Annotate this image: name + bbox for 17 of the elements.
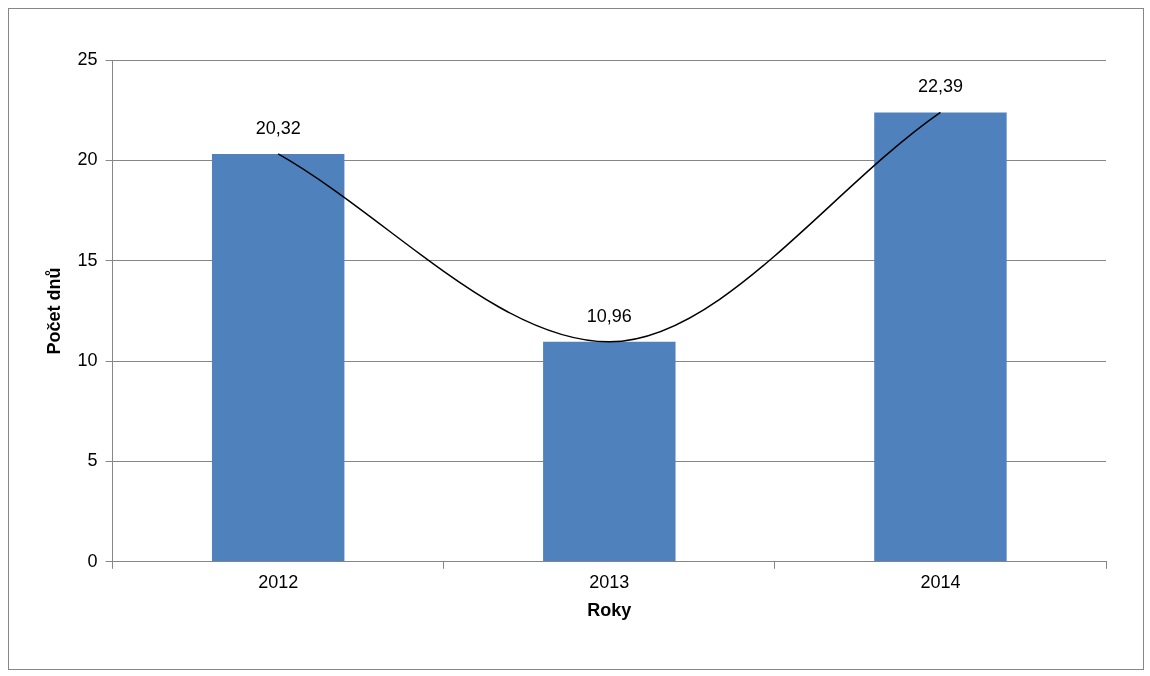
bar bbox=[874, 112, 1007, 562]
data-label: 20,32 bbox=[255, 117, 301, 138]
x-axis-title: Roky bbox=[587, 600, 632, 621]
y-tick-label: 20 bbox=[77, 149, 98, 170]
y-tick-label: 15 bbox=[77, 249, 98, 270]
x-tick-label: 2012 bbox=[258, 571, 299, 592]
bar bbox=[211, 153, 345, 562]
x-tick-label: 2014 bbox=[920, 571, 961, 592]
y-axis-title: Počet dnů bbox=[43, 267, 64, 355]
data-label: 22,39 bbox=[917, 76, 963, 97]
y-tick-label: 25 bbox=[77, 48, 98, 69]
x-tick-label: 2013 bbox=[589, 571, 630, 592]
y-tick-label: 5 bbox=[87, 450, 98, 471]
y-tick-label: 0 bbox=[87, 550, 98, 571]
y-tick-label: 10 bbox=[77, 350, 98, 371]
bar bbox=[543, 341, 676, 562]
data-label: 10,96 bbox=[586, 305, 632, 326]
